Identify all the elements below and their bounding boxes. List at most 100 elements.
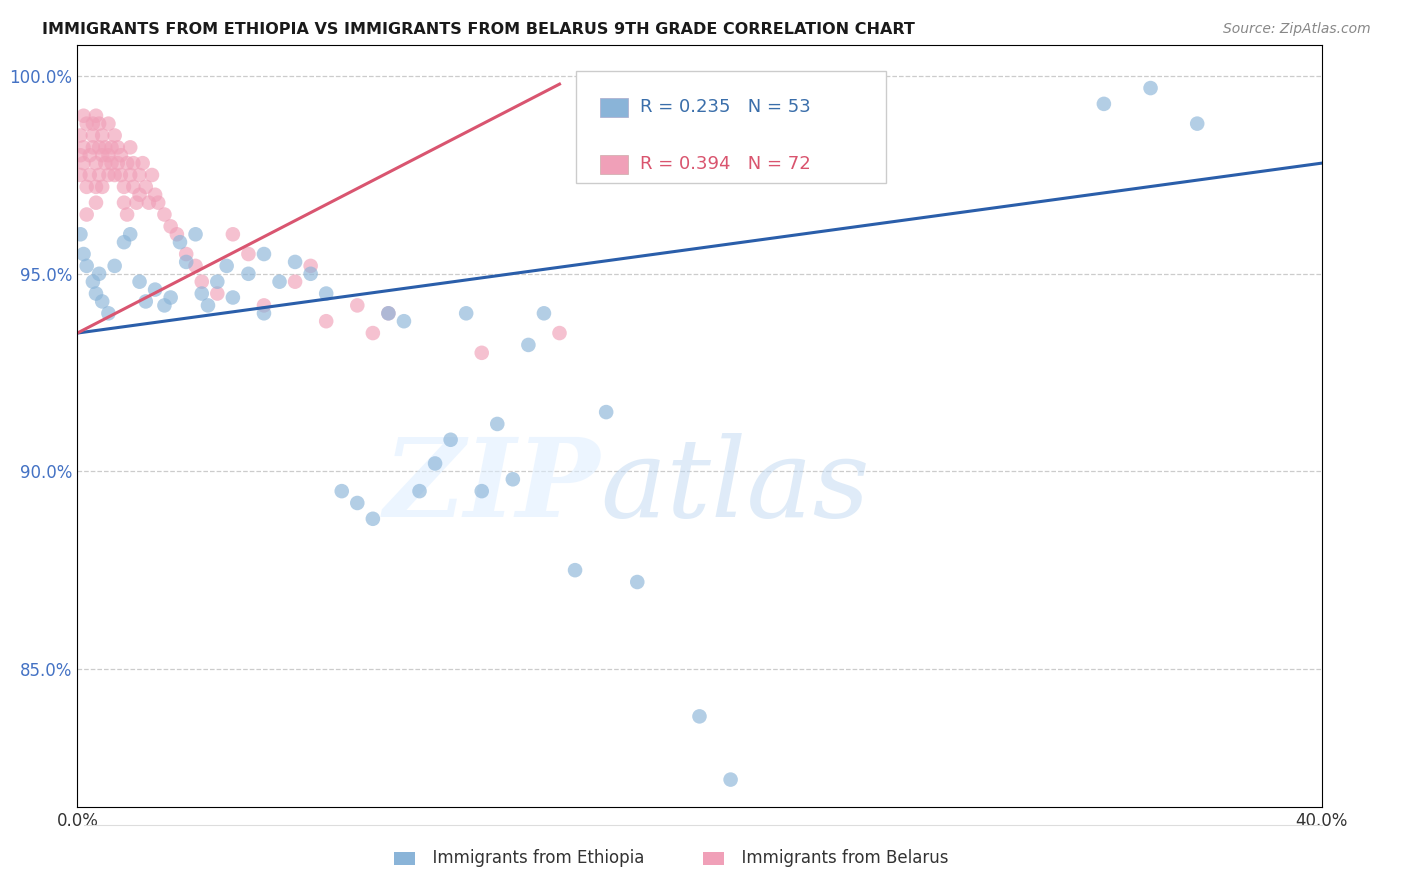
Text: Immigrants from Ethiopia: Immigrants from Ethiopia: [422, 849, 644, 867]
Point: [456, 306, 478, 320]
Text: ZIP: ZIP: [384, 434, 600, 541]
Point: [91, 294, 114, 309]
Point: [517, 338, 540, 352]
Point: [486, 417, 509, 431]
Point: [120, 227, 142, 242]
Point: [91, 179, 114, 194]
Point: [392, 314, 415, 328]
Point: [215, 259, 238, 273]
Point: [207, 275, 229, 289]
Point: [112, 179, 135, 194]
Point: [112, 195, 135, 210]
Point: [107, 156, 129, 170]
Point: [76, 207, 98, 221]
Point: [533, 306, 555, 320]
Point: [120, 168, 142, 182]
Point: [115, 207, 138, 221]
Text: R = 0.394   N = 72: R = 0.394 N = 72: [640, 155, 810, 173]
Point: [222, 291, 245, 305]
Text: IMMIGRANTS FROM ETHIOPIA VS IMMIGRANTS FROM BELARUS 9TH GRADE CORRELATION CHART: IMMIGRANTS FROM ETHIOPIA VS IMMIGRANTS F…: [42, 22, 915, 37]
Point: [97, 148, 120, 162]
Point: [97, 117, 120, 131]
Point: [238, 267, 260, 281]
Point: [174, 255, 197, 269]
Point: [104, 128, 127, 143]
Point: [97, 306, 120, 320]
Point: [174, 247, 197, 261]
Point: [84, 156, 107, 170]
Point: [423, 457, 446, 471]
Point: [72, 156, 94, 170]
Point: [69, 227, 91, 242]
Point: [128, 187, 150, 202]
Point: [284, 255, 307, 269]
Point: [100, 140, 122, 154]
Point: [143, 283, 166, 297]
Point: [169, 235, 191, 250]
Point: [97, 168, 120, 182]
Point: [87, 267, 110, 281]
Point: [122, 179, 145, 194]
Point: [191, 275, 214, 289]
Point: [361, 326, 384, 340]
Point: [222, 227, 245, 242]
Text: Immigrants from Belarus: Immigrants from Belarus: [731, 849, 949, 867]
Point: [84, 286, 107, 301]
Point: [94, 140, 117, 154]
Point: [408, 484, 430, 499]
Point: [87, 140, 110, 154]
Point: [153, 207, 176, 221]
Point: [82, 140, 104, 154]
Point: [1139, 81, 1161, 95]
Point: [238, 247, 260, 261]
Point: [82, 275, 104, 289]
Text: Source: ZipAtlas.com: Source: ZipAtlas.com: [1223, 22, 1371, 37]
Point: [471, 484, 494, 499]
Point: [191, 286, 214, 301]
Point: [110, 148, 132, 162]
Point: [1187, 117, 1209, 131]
Point: [82, 117, 104, 131]
Point: [131, 156, 153, 170]
Point: [346, 298, 368, 312]
Point: [159, 219, 181, 234]
Point: [104, 259, 127, 273]
Point: [626, 574, 648, 589]
Point: [253, 298, 276, 312]
Point: [94, 156, 117, 170]
Point: [299, 267, 322, 281]
Point: [107, 140, 129, 154]
Point: [76, 259, 98, 273]
Point: [143, 187, 166, 202]
Point: [153, 298, 176, 312]
Point: [91, 148, 114, 162]
Point: [135, 294, 157, 309]
Point: [115, 156, 138, 170]
Point: [76, 117, 98, 131]
Point: [84, 179, 107, 194]
Point: [197, 298, 219, 312]
Point: [184, 227, 207, 242]
Point: [315, 286, 337, 301]
Point: [69, 148, 91, 162]
Point: [72, 109, 94, 123]
Point: [72, 140, 94, 154]
Point: [284, 275, 307, 289]
Point: [125, 195, 148, 210]
Point: [166, 227, 188, 242]
Point: [84, 195, 107, 210]
Point: [148, 195, 170, 210]
Point: [184, 259, 207, 273]
Point: [159, 291, 181, 305]
Point: [87, 168, 110, 182]
Point: [253, 247, 276, 261]
Point: [377, 306, 399, 320]
Point: [548, 326, 571, 340]
Point: [689, 709, 711, 723]
Point: [76, 179, 98, 194]
Point: [69, 128, 91, 143]
Point: [361, 512, 384, 526]
Point: [69, 168, 91, 182]
Point: [128, 275, 150, 289]
Point: [72, 247, 94, 261]
